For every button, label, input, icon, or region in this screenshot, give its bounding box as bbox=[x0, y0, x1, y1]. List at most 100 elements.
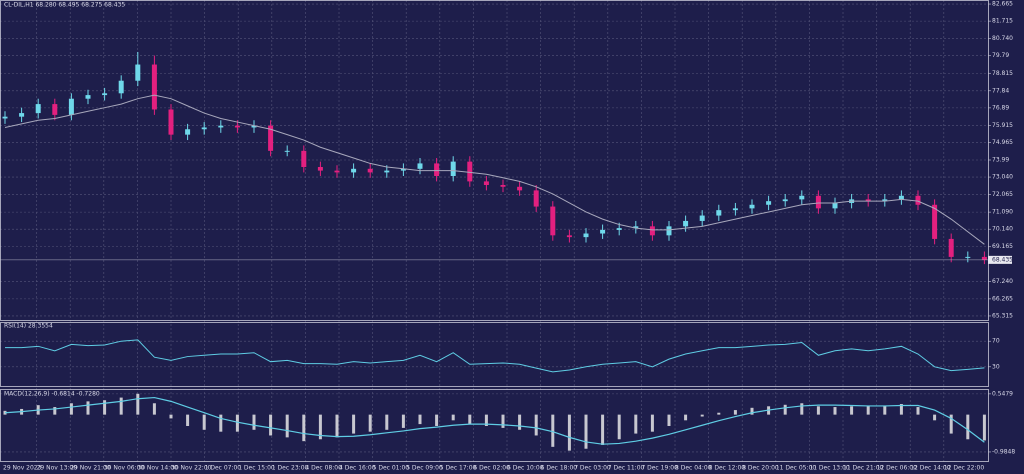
y-tick-label: 76.89 bbox=[992, 104, 1009, 111]
y-tick-label: 70 bbox=[992, 338, 1000, 345]
candle-body bbox=[301, 150, 307, 168]
candle-body bbox=[699, 215, 705, 221]
candle-body bbox=[367, 168, 373, 173]
x-tick-label: 5 Dec 17:00 bbox=[440, 465, 477, 472]
y-tick-label: -0.9848 bbox=[992, 448, 1015, 455]
candle-body bbox=[185, 129, 191, 135]
marks-layer bbox=[0, 51, 988, 451]
candle-body bbox=[467, 161, 473, 182]
candle-body bbox=[517, 186, 523, 191]
x-tick-label: 29 Nov 13:00 bbox=[37, 465, 78, 472]
x-tick-label: 12 Dec 14:00 bbox=[910, 465, 951, 472]
candle-body bbox=[68, 98, 74, 115]
x-tick-label: 7 Dec 19:00 bbox=[641, 465, 678, 472]
candle-body bbox=[334, 170, 340, 173]
y-tick-label: 79.79 bbox=[992, 52, 1009, 59]
x-tick-label: 6 Dec 10:00 bbox=[507, 465, 544, 472]
candle-body bbox=[898, 195, 904, 200]
y-tick-label: 69.165 bbox=[992, 243, 1013, 250]
candle-body bbox=[782, 199, 788, 202]
x-tick-label: 6 Dec 18:00 bbox=[541, 465, 578, 472]
candle-body bbox=[400, 168, 406, 171]
candle-body bbox=[85, 95, 91, 99]
candle-body bbox=[284, 150, 290, 152]
x-tick-label: 12 Dec 22:00 bbox=[944, 465, 985, 472]
moving-average-line bbox=[4, 94, 985, 245]
y-tick-label: 75.915 bbox=[992, 122, 1013, 129]
candle-body bbox=[52, 104, 58, 115]
candle-body bbox=[317, 167, 323, 171]
candle-body bbox=[932, 204, 938, 239]
price-title: CL-DIL,H1 68.280 68.495 68.275 68.435 bbox=[4, 2, 125, 9]
rsi-panel-frame bbox=[0, 322, 989, 387]
y-tick-label: 72.065 bbox=[992, 191, 1013, 198]
x-tick-label: 29 Nov 2023 bbox=[3, 465, 42, 472]
x-tick-label: 7 Dec 11:00 bbox=[608, 465, 645, 472]
candle-body bbox=[35, 104, 41, 114]
x-tick-label: 8 Dec 20:00 bbox=[742, 465, 779, 472]
x-tick-label: 6 Dec 02:00 bbox=[473, 465, 510, 472]
y-tick-label: 70.140 bbox=[992, 226, 1013, 233]
x-tick-label: 1 Dec 15:00 bbox=[238, 465, 275, 472]
candle-body bbox=[351, 168, 357, 173]
candle-body bbox=[948, 238, 954, 257]
candle-body bbox=[766, 201, 772, 205]
y-tick-label: 81.715 bbox=[992, 18, 1013, 25]
macd-panel-frame bbox=[0, 389, 989, 462]
indicator-line bbox=[5, 339, 985, 373]
candle-body bbox=[450, 161, 456, 176]
candle-body bbox=[683, 220, 689, 227]
candle-body bbox=[151, 64, 157, 110]
candle-body bbox=[566, 235, 572, 238]
candle-body bbox=[2, 116, 8, 119]
candle-body bbox=[882, 199, 888, 202]
y-tick-label: 80.740 bbox=[992, 35, 1013, 42]
x-tick-label: 12 Dec 06:00 bbox=[877, 465, 918, 472]
x-tick-label: 30 Nov 14:00 bbox=[137, 465, 178, 472]
candle-body bbox=[915, 195, 921, 205]
x-tick-label: 4 Dec 16:00 bbox=[339, 465, 376, 472]
candle-body bbox=[666, 226, 672, 236]
candle-body bbox=[384, 170, 390, 173]
y-tick-label: 78.815 bbox=[992, 70, 1013, 77]
candle-body bbox=[749, 204, 755, 209]
y-tick-label: 71.090 bbox=[992, 209, 1013, 216]
candle-body bbox=[118, 80, 124, 94]
y-tick-label: 65.315 bbox=[992, 312, 1013, 319]
candle-body bbox=[201, 127, 207, 130]
x-tick-label: 11 Dec 13:00 bbox=[809, 465, 850, 472]
candle-body bbox=[417, 163, 423, 169]
candle-body bbox=[600, 229, 606, 234]
y-tick-label: 30 bbox=[992, 363, 1000, 370]
x-tick-label: 8 Dec 04:00 bbox=[675, 465, 712, 472]
x-tick-label: 5 Dec 09:00 bbox=[406, 465, 443, 472]
current-price-box bbox=[988, 255, 1012, 264]
x-tick-label: 29 Nov 21:00 bbox=[70, 465, 111, 472]
x-tick-label: 30 Nov 06:00 bbox=[104, 465, 145, 472]
y-tick-label: 74.965 bbox=[992, 139, 1013, 146]
x-tick-label: 11 Dec 21:00 bbox=[843, 465, 884, 472]
candle-body bbox=[981, 256, 987, 260]
signal-line bbox=[4, 396, 985, 445]
candle-body bbox=[135, 64, 141, 81]
candle-body bbox=[268, 125, 274, 151]
candle-body bbox=[965, 256, 971, 258]
current-price-label: 68.435 bbox=[992, 256, 1013, 263]
candle-body bbox=[102, 93, 108, 96]
y-tick-label: 0.5479 bbox=[992, 390, 1013, 397]
candle-body bbox=[616, 228, 622, 230]
candle-body bbox=[633, 226, 639, 229]
candle-body bbox=[533, 190, 539, 207]
y-tick-label: 77.84 bbox=[992, 87, 1009, 94]
candle-body bbox=[550, 206, 556, 236]
macd-title: MACD(12,26,9) -0.6814 -0.7280 bbox=[4, 391, 100, 398]
candle-body bbox=[865, 199, 871, 202]
candle-body bbox=[716, 210, 722, 216]
x-tick-label: 7 Dec 03:00 bbox=[574, 465, 611, 472]
candle-body bbox=[649, 226, 655, 236]
candle-body bbox=[799, 195, 805, 200]
x-tick-label: 11 Dec 05:00 bbox=[776, 465, 817, 472]
candle-body bbox=[218, 125, 224, 128]
